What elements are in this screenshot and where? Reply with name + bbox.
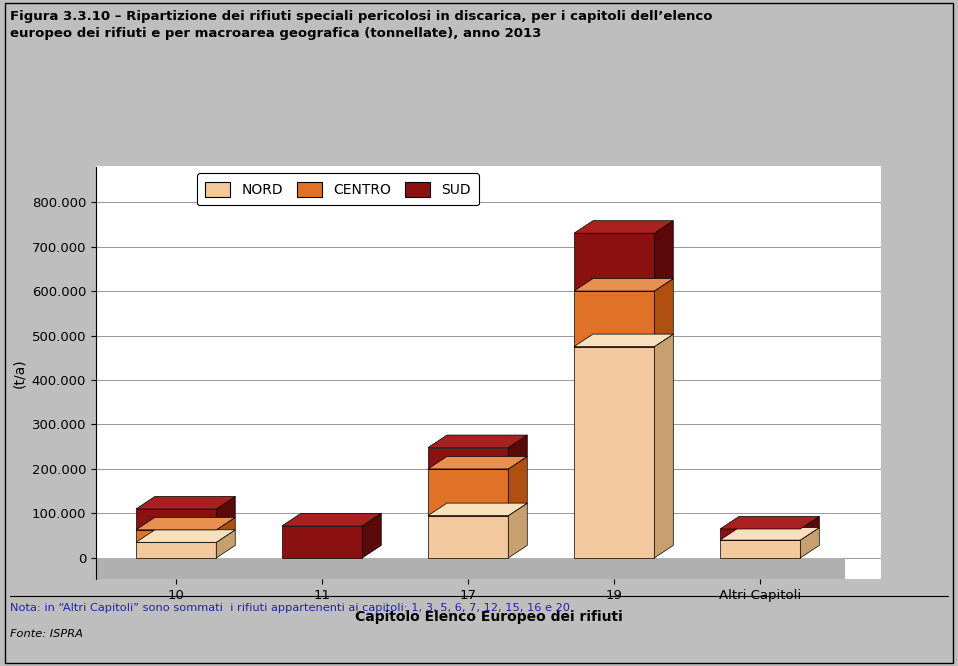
Polygon shape [282, 513, 381, 526]
Polygon shape [217, 496, 236, 530]
Polygon shape [217, 529, 236, 558]
Text: europeo dei rifiuti e per macroarea geografica (tonnellate), anno 2013: europeo dei rifiuti e per macroarea geog… [10, 27, 541, 40]
Polygon shape [136, 517, 236, 530]
Text: Fonte: ISPRA: Fonte: ISPRA [10, 629, 82, 639]
Bar [720, 529, 800, 540]
Bar [136, 509, 217, 530]
Polygon shape [654, 220, 673, 291]
Polygon shape [509, 435, 527, 469]
Bar [428, 469, 509, 515]
Bar [574, 346, 654, 558]
Polygon shape [217, 517, 236, 542]
Polygon shape [574, 220, 673, 233]
Polygon shape [574, 278, 673, 291]
Bar [428, 515, 509, 558]
Polygon shape [720, 527, 819, 540]
Legend: NORD, CENTRO, SUD: NORD, CENTRO, SUD [197, 173, 479, 205]
Bar [720, 540, 800, 558]
Polygon shape [362, 513, 381, 558]
Bar [136, 542, 217, 558]
Bar [574, 233, 654, 291]
Polygon shape [800, 516, 819, 540]
Polygon shape [800, 527, 819, 558]
Text: Figura 3.3.10 – Ripartizione dei rifiuti speciali pericolosi in discarica, per i: Figura 3.3.10 – Ripartizione dei rifiuti… [10, 10, 712, 23]
Polygon shape [574, 334, 673, 346]
Bar [136, 530, 217, 542]
Polygon shape [509, 503, 527, 558]
Polygon shape [428, 456, 527, 469]
Text: Nota: in “Altri Capitoli” sono sommati  i rifiuti appartenenti ai capitoli: 1, 3: Nota: in “Altri Capitoli” sono sommati i… [10, 603, 573, 613]
Bar [428, 448, 509, 469]
X-axis label: Capitolo Elenco Europeo dei rifiuti: Capitolo Elenco Europeo dei rifiuti [354, 611, 623, 625]
Bar [574, 291, 654, 346]
Polygon shape [136, 496, 236, 509]
Y-axis label: (t/a): (t/a) [12, 358, 26, 388]
Polygon shape [428, 435, 527, 448]
Polygon shape [509, 456, 527, 515]
Polygon shape [654, 278, 673, 346]
Polygon shape [428, 503, 527, 515]
Polygon shape [136, 529, 236, 542]
Bar [96, 558, 845, 579]
Bar [282, 526, 362, 558]
Polygon shape [720, 516, 819, 529]
Polygon shape [654, 334, 673, 558]
